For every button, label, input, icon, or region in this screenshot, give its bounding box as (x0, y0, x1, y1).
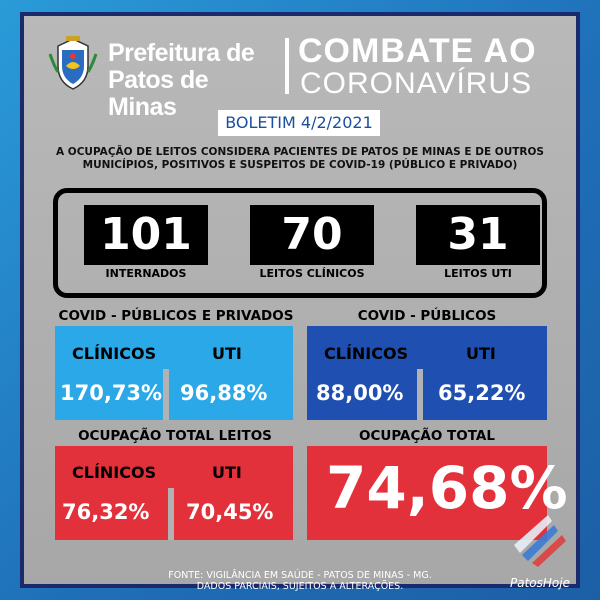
title-line1: COMBATE AO (298, 32, 537, 70)
panel-publicos-privados (55, 326, 293, 420)
stat-label: LEITOS CLÍNICOS (259, 267, 365, 280)
panel-publicos (307, 326, 547, 420)
uti-label: UTI (212, 463, 242, 482)
pct-uti: 70,45% (186, 500, 274, 524)
clinicos-label: CLÍNICOS (324, 344, 409, 363)
uti-label: UTI (466, 344, 496, 363)
stat-leitos-uti: 31 LEITOS UTI (416, 205, 540, 280)
footer-source: FONTE: VIGILÂNCIA EM SAÚDE - PATOS DE MI… (120, 570, 480, 592)
section-title-publicos: COVID - PÚBLICOS (357, 308, 497, 324)
stat-internados: 101 INTERNADOS (84, 205, 208, 280)
section-title-ocupacao-leitos: OCUPAÇÃO TOTAL LEITOS (78, 428, 272, 444)
note-line1: A OCUPAÇÃO DE LEITOS CONSIDERA PACIENTES… (56, 146, 544, 158)
pct-clinicos: 76,32% (62, 500, 150, 524)
uti-label: UTI (212, 344, 242, 363)
clinicos-label: CLÍNICOS (72, 463, 157, 482)
pct-uti: 96,88% (180, 381, 268, 405)
stat-value: 31 (416, 205, 540, 265)
stat-leitos-clinicos: 70 LEITOS CLÍNICOS (250, 205, 374, 280)
panel-divider (417, 369, 423, 420)
clinicos-label: CLÍNICOS (72, 344, 157, 363)
prefeitura-line2: Patos de Minas (108, 66, 209, 121)
panel-divider (168, 488, 174, 540)
pct-clinicos: 88,00% (316, 381, 404, 405)
patoshoje-logo-icon (514, 515, 566, 567)
occupancy-note: A OCUPAÇÃO DE LEITOS CONSIDERA PACIENTES… (48, 146, 552, 172)
note-line2: MUNICÍPIOS, POSITIVOS E SUSPEITOS DE COV… (82, 159, 518, 171)
stat-label: INTERNADOS (105, 267, 187, 280)
panel-ocupacao-total (307, 446, 547, 540)
prefeitura-line1: Prefeitura de (108, 39, 255, 67)
pct-clinicos: 170,73% (60, 381, 163, 405)
footer-line2: DADOS PARCIAIS, SUJEITOS A ALTERAÇÕES. (196, 581, 404, 592)
panel-divider (163, 369, 169, 420)
section-title-ocupacao-total: OCUPAÇÃO TOTAL (359, 428, 495, 444)
pct-uti: 65,22% (438, 381, 526, 405)
footer-line1: FONTE: VIGILÂNCIA EM SAÚDE - PATOS DE MI… (168, 570, 432, 581)
stat-value: 101 (84, 205, 208, 265)
header-divider (285, 38, 289, 94)
stats-box (53, 188, 547, 298)
boletim-label: BOLETIM 4/2/2021 (218, 110, 380, 136)
title-line2: CORONAVÍRUS (300, 67, 533, 100)
watermark-patoshoje: PatosHoje (510, 576, 570, 590)
stat-label: LEITOS UTI (444, 267, 512, 280)
panel-ocupacao-leitos (55, 446, 293, 540)
section-title-publicos-privados: COVID - PÚBLICOS E PRIVADOS (58, 308, 294, 324)
prefeitura-name: Prefeitura de Patos de Minas (108, 40, 278, 121)
stat-value: 70 (250, 205, 374, 265)
crest-icon (48, 36, 98, 90)
pct-ocupacao-total: 74,68% (326, 454, 568, 522)
